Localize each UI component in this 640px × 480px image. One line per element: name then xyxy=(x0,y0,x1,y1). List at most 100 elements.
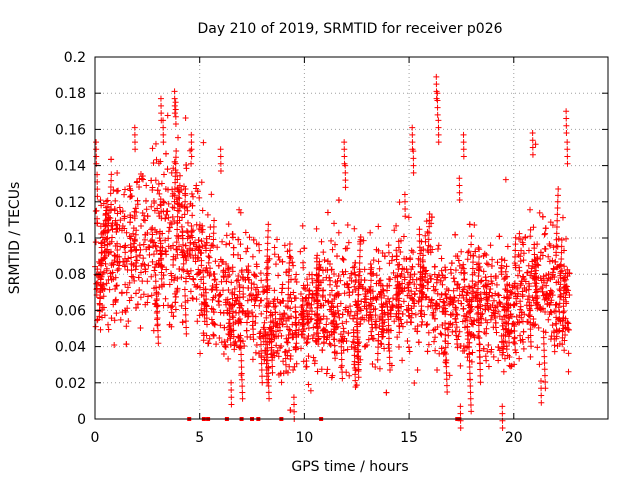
data-point xyxy=(272,322,279,329)
data-point xyxy=(428,214,435,221)
data-point xyxy=(492,290,499,297)
data-point xyxy=(483,277,490,284)
data-point xyxy=(424,285,431,292)
data-point xyxy=(248,296,255,303)
data-point xyxy=(460,265,467,272)
data-point xyxy=(559,328,566,335)
data-point xyxy=(443,369,450,376)
data-point xyxy=(215,298,222,305)
data-point xyxy=(245,269,252,276)
data-point xyxy=(127,187,134,194)
data-point xyxy=(112,285,119,292)
data-point xyxy=(223,241,230,248)
data-point xyxy=(162,150,169,157)
data-point xyxy=(197,250,204,257)
data-point xyxy=(435,242,442,249)
data-point xyxy=(541,353,548,360)
data-point xyxy=(339,311,346,318)
data-point xyxy=(180,260,187,267)
data-point xyxy=(217,146,224,153)
data-point xyxy=(441,299,448,306)
data-point xyxy=(170,242,177,249)
data-point xyxy=(517,303,524,310)
data-point xyxy=(324,209,331,216)
data-point xyxy=(193,221,200,228)
data-point xyxy=(350,333,357,340)
data-point xyxy=(230,327,237,334)
data-point xyxy=(103,280,110,287)
data-point xyxy=(515,290,522,297)
data-point xyxy=(153,289,160,296)
data-point xyxy=(309,335,316,342)
data-point xyxy=(179,229,186,236)
data-point xyxy=(176,265,183,272)
data-point xyxy=(380,329,387,336)
data-point xyxy=(112,297,119,304)
data-point xyxy=(455,297,462,304)
data-point xyxy=(226,300,233,307)
data-point xyxy=(107,190,114,197)
data-point xyxy=(285,291,292,298)
data-point xyxy=(339,369,346,376)
data-point xyxy=(487,316,494,323)
data-point xyxy=(113,229,120,236)
data-point xyxy=(498,264,505,271)
data-point xyxy=(464,323,471,330)
data-point xyxy=(343,304,350,311)
data-point xyxy=(180,241,187,248)
data-point xyxy=(476,341,483,348)
data-point xyxy=(97,282,104,289)
data-point xyxy=(400,233,407,240)
data-point xyxy=(274,236,281,243)
data-point xyxy=(450,275,457,282)
data-point xyxy=(134,197,141,204)
data-point xyxy=(507,363,514,370)
data-point xyxy=(128,273,135,280)
data-point xyxy=(516,267,523,274)
data-point xyxy=(313,265,320,272)
data-point xyxy=(192,252,199,259)
data-point xyxy=(426,272,433,279)
data-point xyxy=(113,282,120,289)
data-point xyxy=(487,285,494,292)
data-point xyxy=(561,277,568,284)
data-point xyxy=(496,299,503,306)
data-point xyxy=(385,335,392,342)
data-point xyxy=(338,362,345,369)
data-point xyxy=(483,290,490,297)
data-point xyxy=(483,251,490,258)
data-point xyxy=(537,304,544,311)
data-point xyxy=(454,344,461,351)
data-point xyxy=(143,182,150,189)
data-point xyxy=(378,301,385,308)
data-point xyxy=(264,234,271,241)
data-point xyxy=(283,269,290,276)
data-point xyxy=(319,327,326,334)
data-point xyxy=(266,395,273,402)
data-point xyxy=(324,258,331,265)
data-point xyxy=(560,315,567,322)
data-point xyxy=(410,249,417,256)
data-point xyxy=(324,366,331,373)
data-point xyxy=(272,315,279,322)
data-point xyxy=(511,280,518,287)
data-point xyxy=(499,345,506,352)
data-point xyxy=(370,257,377,264)
data-point xyxy=(207,247,214,254)
data-point xyxy=(504,352,511,359)
data-point xyxy=(561,284,568,291)
data-point xyxy=(127,219,134,226)
data-point xyxy=(527,313,534,320)
data-point xyxy=(127,193,134,200)
data-point xyxy=(158,102,165,109)
data-point xyxy=(154,321,161,328)
data-point xyxy=(300,321,307,328)
data-point xyxy=(245,313,252,320)
data-point xyxy=(552,308,559,315)
data-point xyxy=(265,257,272,264)
data-point xyxy=(520,328,527,335)
data-point xyxy=(386,360,393,367)
data-point xyxy=(535,324,542,331)
data-point xyxy=(154,187,161,194)
data-point xyxy=(561,347,568,354)
